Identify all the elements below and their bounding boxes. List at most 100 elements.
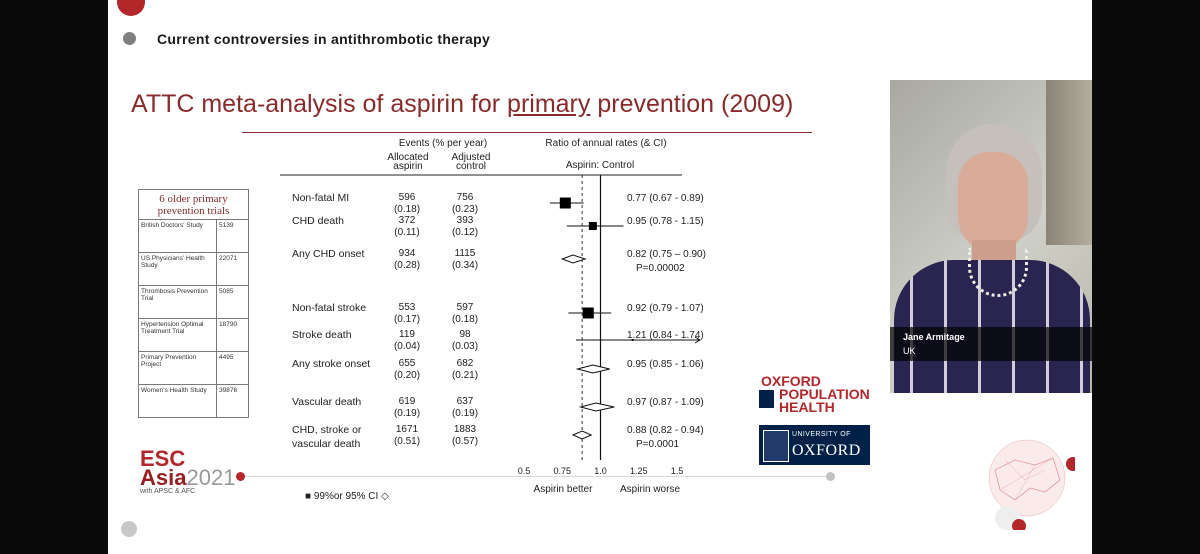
control-rate: (0.57)	[452, 436, 478, 447]
p-value: P=0.0001	[636, 439, 680, 450]
ratio-text: 0.95 (0.78 - 1.15)	[627, 216, 704, 227]
control-rate: (0.23)	[452, 204, 478, 215]
footer-dot	[826, 472, 835, 481]
slide-header: Current controversies in antithrombotic …	[157, 31, 491, 47]
control-rate: (0.21)	[452, 370, 478, 381]
presenter-video: Jane Armitage UK	[890, 80, 1092, 393]
oxford-population-health-logo: OXFORD POPULATION HEALTH	[759, 373, 870, 415]
diamond-estimate	[560, 254, 587, 264]
point-estimate	[631, 339, 634, 341]
presenter-caption	[890, 327, 1092, 361]
ratio-text: 0.82 (0.75 – 0.90)	[627, 249, 706, 260]
trial-n: 22071	[216, 252, 249, 286]
row-label: CHD, stroke or	[292, 424, 362, 436]
trial-n: 39876	[216, 384, 249, 418]
trial-name: Women's Health Study	[138, 384, 217, 418]
aspirin-rate: (0.04)	[394, 341, 420, 352]
control-rate: (0.03)	[452, 341, 478, 352]
aspirin-events: 655	[399, 358, 416, 369]
row-label: Non-fatal MI	[292, 192, 349, 204]
diamond-estimate	[578, 402, 615, 412]
point-estimate	[588, 222, 597, 230]
globe-graphic	[988, 439, 1075, 530]
ci-arrow	[694, 336, 701, 344]
trial-n: 5085	[216, 285, 249, 319]
control-rate: (0.19)	[452, 408, 478, 419]
point-estimate	[559, 197, 571, 209]
x-tick-label: 0.75	[553, 466, 571, 476]
aspirin-events: 553	[399, 302, 416, 313]
control-events: 393	[457, 215, 474, 226]
control-events: 98	[459, 329, 471, 340]
esc-asia-logo: ESC Asia2021 with APSC & AFC	[140, 446, 236, 496]
bullet-dot	[123, 32, 136, 45]
footer-rule	[240, 476, 830, 477]
trial-n: 18790	[216, 318, 249, 352]
aspirin-events: 1671	[396, 424, 419, 435]
ratio-text: 0.95 (0.85 - 1.06)	[627, 359, 704, 370]
aspirin-rate: (0.18)	[394, 204, 420, 215]
ratio-subtitle: Aspirin: Control	[565, 160, 635, 171]
trial-name: Thrombosis Prevention Trial	[138, 285, 217, 319]
control-events: 1115	[455, 248, 476, 259]
slide-title: ATTC meta-analysis of aspirin for primar…	[131, 90, 794, 118]
ratio-text: 0.92 (0.79 - 1.07)	[627, 303, 704, 314]
x-tick-label: 1.5	[671, 466, 684, 476]
control-rate: (0.12)	[452, 227, 478, 238]
control-events: 756	[457, 192, 474, 203]
trials-table: 6 older primary prevention trials Britis…	[138, 189, 249, 418]
aspirin-rate: (0.11)	[394, 227, 419, 238]
row-label: Any stroke onset	[292, 358, 370, 370]
control-events: 682	[457, 358, 474, 369]
trials-table-heading: 6 older primary prevention trials	[138, 189, 249, 220]
legend-text: 99%or 95% CI	[313, 491, 379, 502]
ratio-text: 1.21 (0.84 - 1.74)	[627, 330, 704, 341]
p-value: P=0.00002	[636, 263, 685, 274]
control-events: 637	[457, 396, 474, 407]
aspirin-events: 619	[399, 396, 416, 407]
x-tick-label: 1.25	[630, 466, 648, 476]
aspirin-rate: (0.19)	[394, 408, 420, 419]
diamond-estimate	[571, 430, 593, 440]
trial-name: Hypertension Optimal Treatment Trial	[138, 318, 217, 352]
oxford-crest-icon	[763, 430, 789, 462]
decorative-dot	[121, 521, 137, 537]
aspirin-events: 372	[399, 215, 416, 226]
row-label: Stroke death	[292, 329, 352, 341]
aspirin-rate: (0.28)	[394, 260, 420, 271]
control-rate: (0.18)	[452, 314, 478, 325]
diamond-marker-icon: ◇	[381, 491, 389, 502]
row-label: Vascular death	[292, 396, 361, 408]
trial-n: 4495	[216, 351, 249, 385]
aspirin-events: 934	[399, 248, 416, 259]
control-rate: (0.34)	[452, 260, 478, 271]
x-label-left: Aspirin better	[534, 484, 594, 495]
allocated-header: Allocated aspirin	[387, 152, 429, 172]
university-of-oxford-logo: UNIVERSITY OF OXFORD	[759, 425, 870, 465]
trial-n: 5139	[216, 219, 249, 253]
aspirin-events: 119	[399, 329, 415, 340]
presenter-name: Jane Armitage	[903, 332, 965, 342]
aspirin-rate: (0.51)	[394, 436, 420, 447]
adjusted-header: Adjusted control	[451, 152, 491, 172]
title-underline	[242, 132, 812, 133]
x-label-right: Aspirin worse	[620, 484, 680, 495]
aspirin-events: 596	[399, 192, 416, 203]
ratio-header: Ratio of annual rates (& CI)	[545, 138, 667, 149]
oxford-crest-icon	[759, 390, 774, 408]
row-label: Non-fatal stroke	[292, 302, 366, 314]
decorative-dot	[117, 0, 145, 16]
legend: ■ 99%or 95% CI ◇	[305, 491, 389, 502]
square-marker-icon: ■	[305, 491, 312, 502]
point-estimate	[582, 307, 594, 319]
presenter-country: UK	[903, 346, 916, 356]
x-tick-label: 0.5	[518, 466, 531, 476]
aspirin-rate: (0.20)	[394, 370, 420, 381]
control-events: 597	[457, 302, 474, 313]
x-tick-label: 1.0	[594, 466, 607, 476]
ratio-text: 0.88 (0.82 - 0.94)	[627, 425, 704, 436]
events-header: Events (% per year)	[398, 138, 488, 149]
aspirin-rate: (0.17)	[394, 314, 420, 325]
row-label: Any CHD onset	[292, 248, 364, 260]
